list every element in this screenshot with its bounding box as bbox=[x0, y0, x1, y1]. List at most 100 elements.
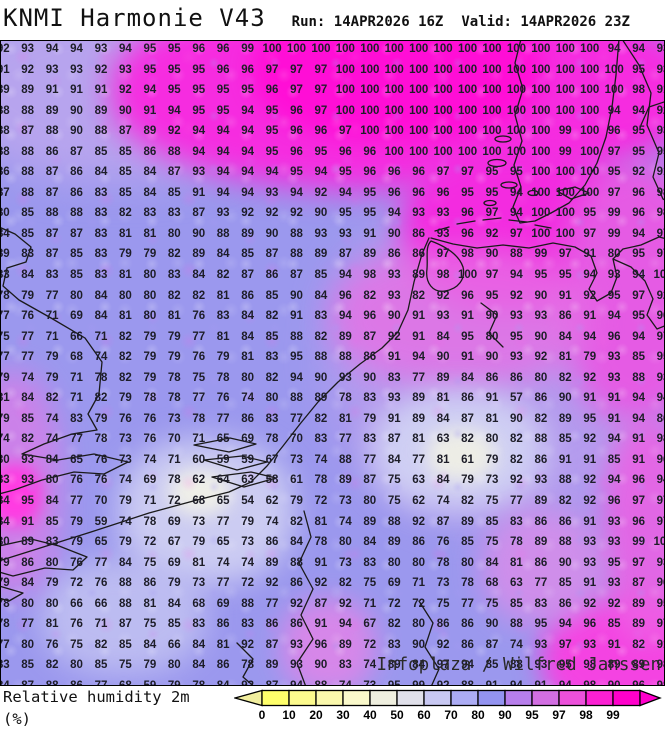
humidity-value: 84 bbox=[45, 495, 59, 508]
humidity-value: 96 bbox=[436, 186, 450, 199]
humidity-value: 85 bbox=[70, 248, 83, 261]
humidity-value: 95 bbox=[290, 166, 303, 179]
humidity-value: 92 bbox=[1, 43, 10, 55]
humidity-value: 92 bbox=[534, 351, 548, 364]
humidity-value: 96 bbox=[656, 453, 664, 466]
humidity-value: 97 bbox=[265, 63, 279, 76]
humidity-value: 71 bbox=[192, 433, 206, 446]
humidity-value: 86 bbox=[290, 577, 303, 590]
humidity-value: 83 bbox=[70, 412, 83, 425]
humidity-value: 95 bbox=[461, 330, 474, 343]
humidity-value: 91 bbox=[583, 310, 597, 323]
humidity-value: 77 bbox=[192, 330, 206, 343]
humidity-value: 100 bbox=[482, 104, 502, 117]
humidity-value: 100 bbox=[555, 63, 575, 76]
humidity-value: 68 bbox=[192, 597, 206, 610]
humidity-value: 79 bbox=[1, 371, 10, 384]
humidity-value: 84 bbox=[1, 227, 10, 240]
humidity-value: 96 bbox=[632, 474, 645, 487]
humidity-value: 84 bbox=[94, 289, 108, 302]
humidity-value: 100 bbox=[409, 104, 429, 117]
humidity-value: 84 bbox=[94, 166, 108, 179]
humidity-value: 83 bbox=[167, 207, 181, 220]
humidity-value: 100 bbox=[409, 125, 429, 138]
humidity-value: 85 bbox=[265, 289, 279, 302]
humidity-value: 89 bbox=[192, 248, 206, 261]
map-shading-magenta-leftspot bbox=[1, 464, 41, 526]
humidity-value: 77 bbox=[192, 392, 206, 405]
humidity-value: 82 bbox=[119, 207, 132, 220]
humidity-value: 100 bbox=[457, 145, 478, 158]
humidity-value: 96 bbox=[583, 618, 597, 631]
humidity-value: 98 bbox=[583, 679, 597, 686]
humidity-value: 68 bbox=[192, 495, 206, 508]
humidity-value: 93 bbox=[510, 310, 523, 323]
humidity-value: 84 bbox=[558, 330, 572, 343]
humidity-value: 84 bbox=[216, 248, 230, 261]
humidity-value: 80 bbox=[119, 289, 132, 302]
humidity-value: 85 bbox=[45, 515, 59, 528]
humidity-value: 88 bbox=[314, 679, 328, 686]
humidity-value: 86 bbox=[534, 392, 548, 405]
humidity-value: 83 bbox=[1, 659, 10, 672]
humidity-value: 87 bbox=[45, 227, 59, 240]
humidity-value: 91 bbox=[412, 330, 426, 343]
humidity-value: 70 bbox=[167, 433, 181, 446]
humidity-value: 93 bbox=[607, 371, 621, 384]
humidity-value: 74 bbox=[119, 515, 132, 528]
humidity-value: 94 bbox=[338, 310, 352, 323]
humidity-value: 92 bbox=[265, 577, 279, 590]
humidity-value: 57 bbox=[510, 392, 523, 405]
humidity-value: 77 bbox=[94, 556, 108, 569]
humidity-value: 100 bbox=[555, 84, 575, 97]
humidity-value: 99 bbox=[558, 125, 572, 138]
header: KNMI Harmonie V43 Run: 14APR2026 16Z Val… bbox=[0, 0, 665, 40]
river-scheldt bbox=[236, 642, 254, 685]
humidity-value: 86 bbox=[143, 577, 157, 590]
humidity-value: 58 bbox=[265, 474, 279, 487]
humidity-value: 95 bbox=[387, 679, 401, 686]
humidity-value: 87 bbox=[338, 248, 352, 261]
island-nordstrand bbox=[527, 189, 539, 197]
humidity-value: 83 bbox=[94, 207, 108, 220]
humidity-value: 86 bbox=[656, 412, 664, 425]
grid-row: 84 95 84 77 70 79 71 72 68 65 54 62 79 72 73 80 75 62 74 82… bbox=[1, 491, 664, 512]
grid-row: 84 91 85 79 59 74 78 69 73 77 79 74 82 81 74 89 88 92 87 89… bbox=[1, 512, 664, 533]
humidity-value: 81 bbox=[314, 515, 328, 528]
humidity-value: 90 bbox=[558, 392, 572, 405]
humidity-value: 80 bbox=[143, 269, 157, 282]
humidity-value: 81 bbox=[338, 412, 352, 425]
humidity-value: 77 bbox=[265, 597, 279, 610]
humidity-value: 88 bbox=[534, 433, 548, 446]
map-shading-pink-bottomcenter bbox=[281, 599, 376, 685]
humidity-value: 83 bbox=[94, 186, 108, 199]
humidity-value: 83 bbox=[387, 638, 401, 651]
humidity-value: 94 bbox=[338, 618, 352, 631]
humidity-value: 100 bbox=[653, 536, 664, 549]
humidity-value: 91 bbox=[607, 412, 621, 425]
humidity-value: 84 bbox=[412, 659, 426, 672]
humidity-value: 80 bbox=[412, 618, 426, 631]
humidity-value: 95 bbox=[143, 63, 157, 76]
humidity-value: 88 bbox=[94, 125, 108, 138]
humidity-value: 91 bbox=[632, 433, 645, 446]
humidity-value: 94 bbox=[632, 43, 645, 55]
humidity-value: 79 bbox=[143, 351, 157, 364]
humidity-value: 93 bbox=[534, 638, 548, 651]
map-shading-pale-spot-left bbox=[169, 469, 231, 515]
humidity-value: 83 bbox=[314, 433, 328, 446]
humidity-value: 88 bbox=[461, 679, 474, 686]
humidity-value: 96 bbox=[632, 207, 645, 220]
humidity-value: 85 bbox=[94, 659, 108, 672]
humidity-value: 90 bbox=[314, 371, 328, 384]
humidity-value: 69 bbox=[241, 433, 254, 446]
humidity-value: 81 bbox=[216, 638, 230, 651]
humidity-value: 94 bbox=[632, 392, 645, 405]
humidity-value: 65 bbox=[70, 453, 83, 466]
humidity-value: 96 bbox=[656, 577, 664, 590]
grid-row: 77 77 79 68 74 82 79 79 76 79 81 83 95 88 88 86 91 94 90 91… bbox=[1, 347, 664, 368]
humidity-value: 98 bbox=[436, 269, 450, 282]
humidity-value: 100 bbox=[604, 63, 624, 76]
humidity-value: 95 bbox=[192, 84, 206, 97]
